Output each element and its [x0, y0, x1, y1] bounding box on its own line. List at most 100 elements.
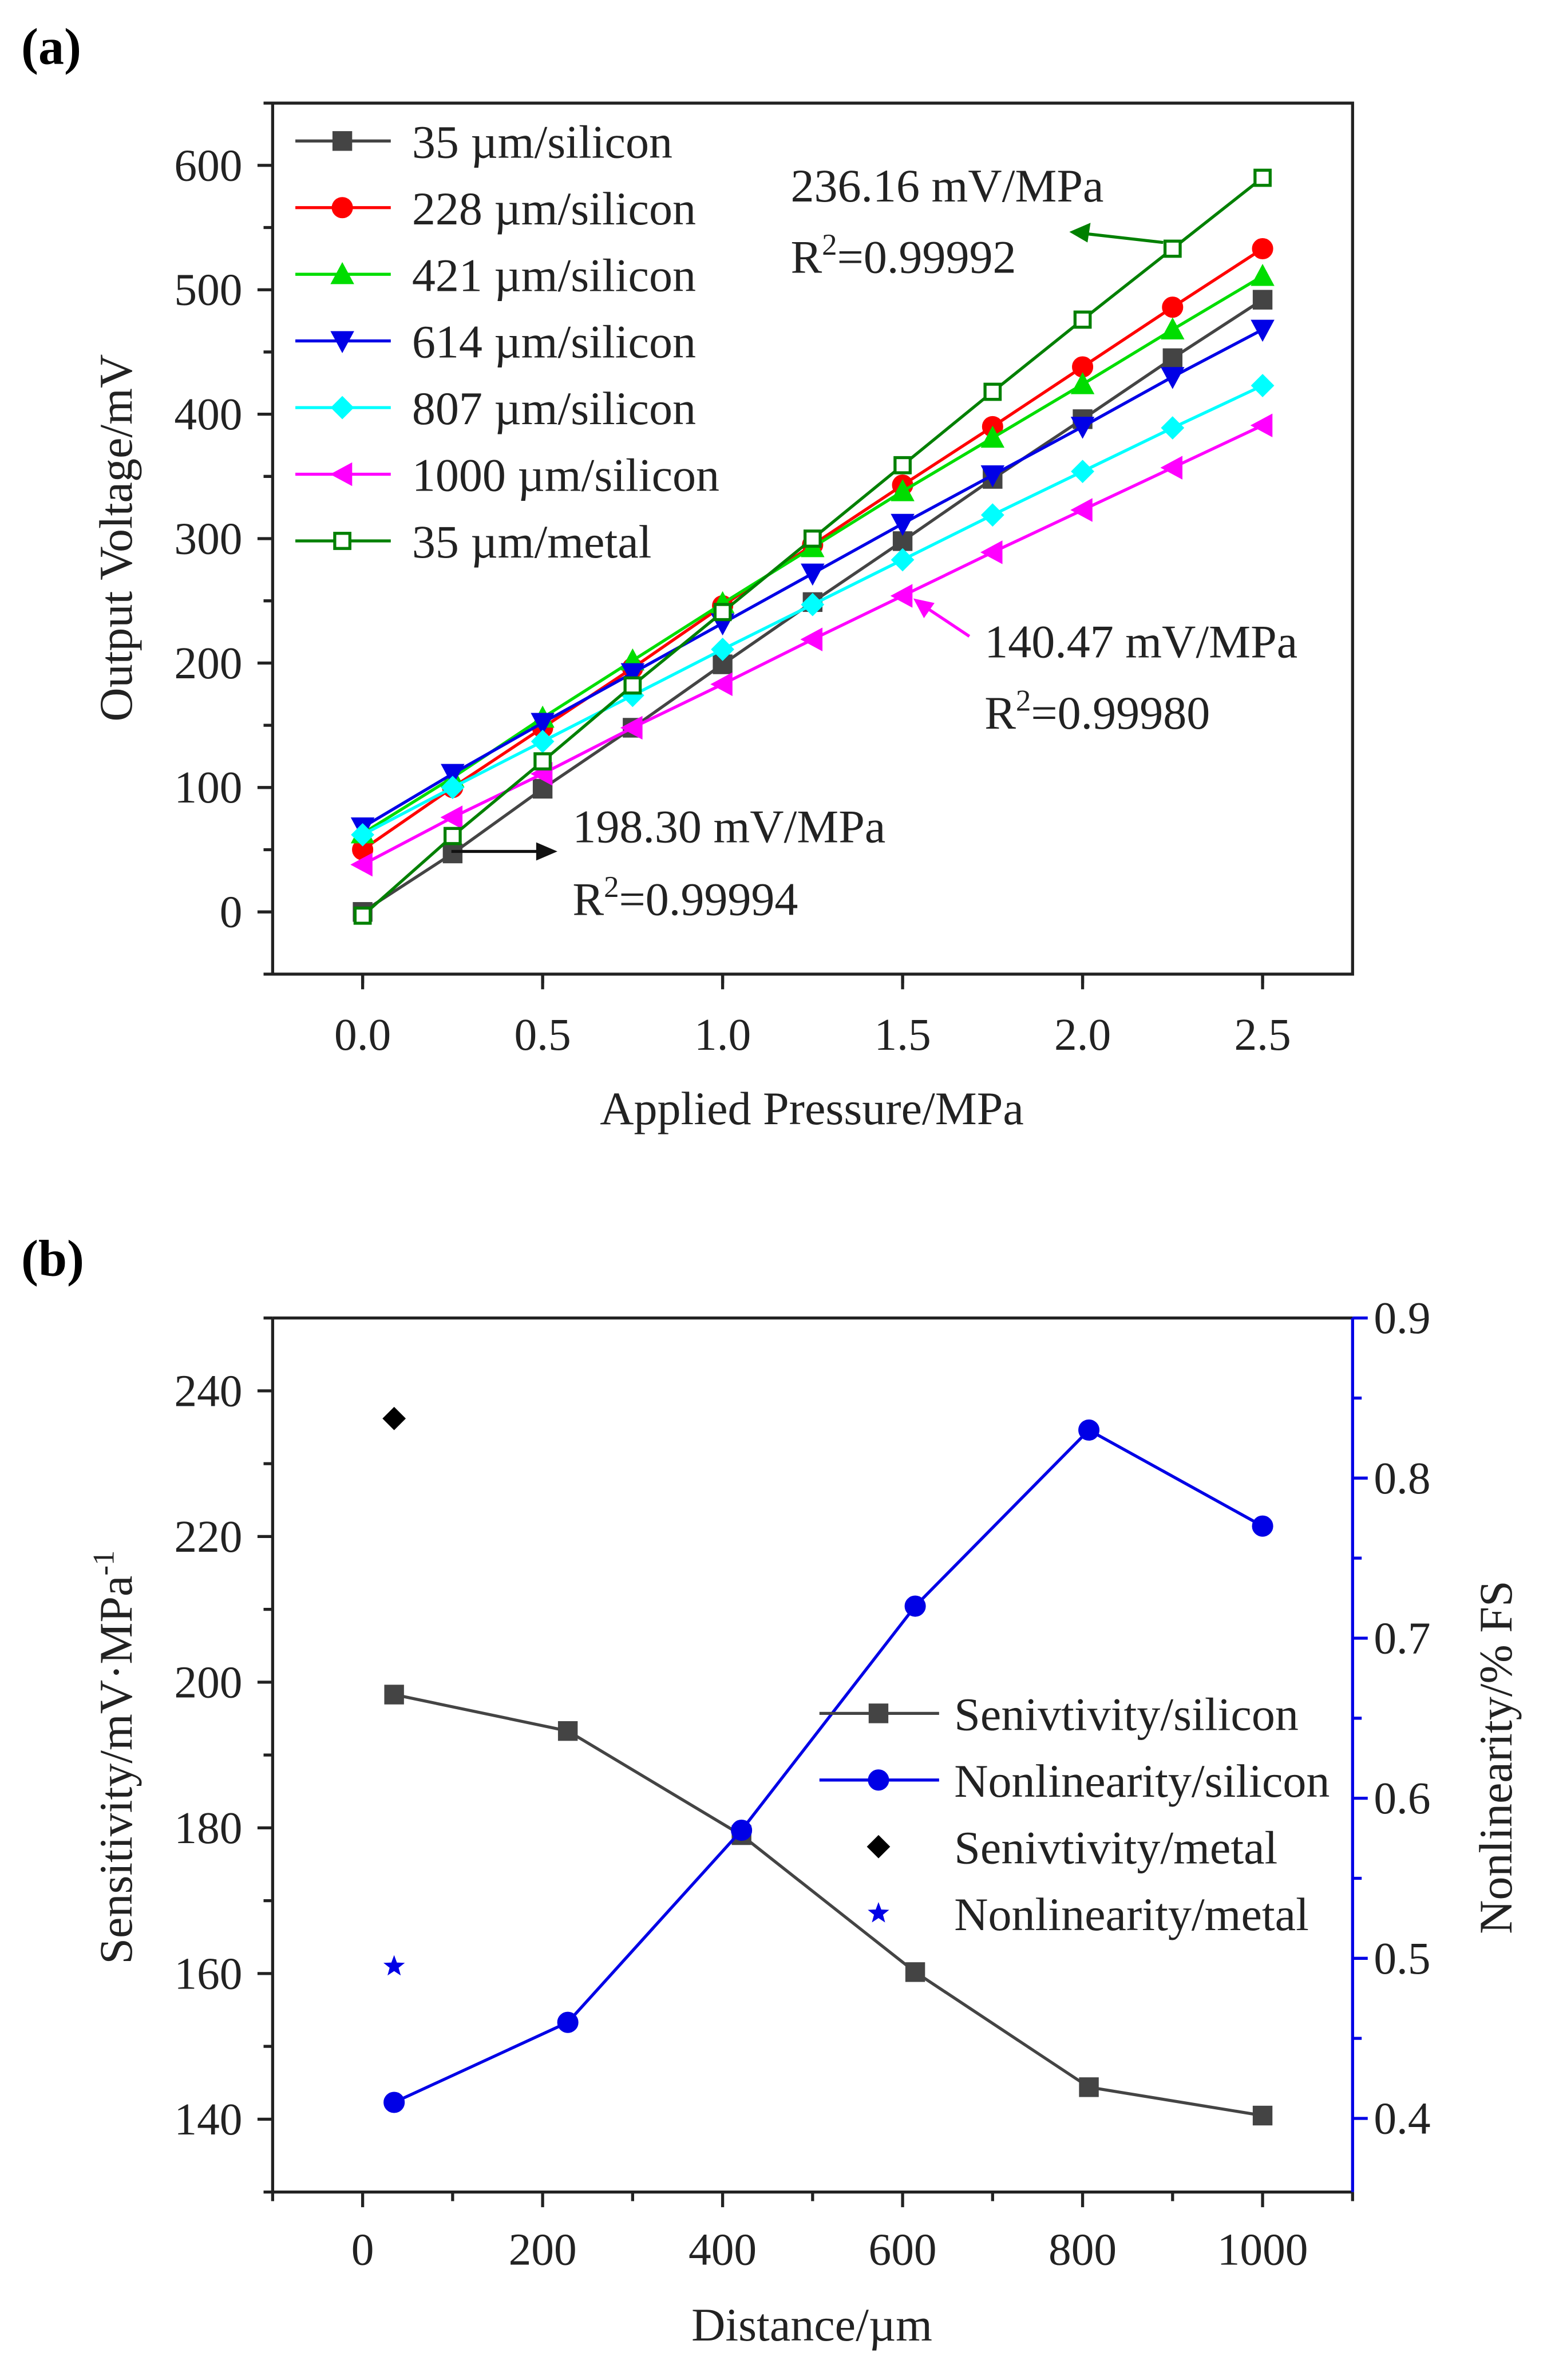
legend-marker-icon — [332, 131, 353, 151]
y-tick-label: 200 — [174, 638, 242, 689]
data-point — [890, 584, 913, 608]
data-point — [980, 425, 1005, 448]
annotation-metal-r2: R2=0.99992 — [790, 228, 1016, 283]
x-tick-label: 0.5 — [514, 1010, 571, 1060]
data-point — [442, 843, 463, 864]
data-point — [383, 2092, 405, 2113]
data-point — [531, 713, 555, 736]
legend-marker-icon — [868, 1703, 889, 1723]
data-point — [893, 456, 912, 475]
series-807-m-silicon — [351, 374, 1275, 847]
data-point — [1079, 2077, 1099, 2097]
legend-marker-icon — [333, 532, 351, 550]
legend-item: 35 µm/metal — [295, 516, 651, 568]
data-point — [1078, 1419, 1100, 1441]
data-point — [1251, 319, 1275, 342]
legend-item: 807 µm/silicon — [295, 382, 696, 434]
legend-label: 228 µm/silicon — [412, 183, 696, 235]
data-point — [1160, 456, 1183, 480]
data-point — [731, 1820, 753, 1841]
ticks-b: 0 200 400 600 800 1000 140 160 180 200 220 240 0.4 0.… — [174, 1293, 1430, 2275]
data-point — [531, 729, 555, 753]
x-tick-label: 2.5 — [1234, 1010, 1291, 1060]
data-point — [891, 548, 915, 572]
data-point — [384, 1685, 404, 1705]
y2-tick-label: 0.5 — [1374, 1934, 1430, 1984]
annotation-metal-slope: 236.16 mV/MPa — [790, 160, 1103, 212]
data-point — [905, 1962, 925, 1982]
legend-marker-icon — [868, 1902, 889, 1923]
legend-label: 421 µm/silicon — [412, 249, 696, 301]
y-tick-label: 400 — [174, 389, 242, 440]
x-tick-label: 0 — [351, 2225, 374, 2275]
legend-item: 614 µm/silicon — [295, 316, 696, 368]
data-point — [620, 663, 645, 686]
series-nonlinearity-metal — [383, 1955, 405, 1976]
panel-label-b: (b) — [21, 1231, 84, 1287]
x-tick-label: 1000 — [1217, 2225, 1308, 2275]
legend-item: Nonlinearity/metal — [868, 1888, 1309, 1940]
y2-tick-label: 0.9 — [1374, 1293, 1430, 1343]
legend-item: 1000 µm/silicon — [295, 449, 719, 501]
x-tick-label: 1.5 — [874, 1010, 931, 1060]
y2-tick-label: 0.7 — [1374, 1613, 1430, 1663]
data-point — [1161, 317, 1185, 339]
y-tick-label: 500 — [174, 265, 242, 315]
data-point — [1161, 367, 1185, 389]
x-tick-label: 600 — [869, 2225, 937, 2275]
data-point — [353, 906, 372, 925]
legend-item: Senivtivity/silicon — [819, 1688, 1299, 1740]
data-point — [1162, 348, 1183, 368]
legend-label: 35 µm/silicon — [412, 116, 672, 168]
x-tick-label: 0.0 — [334, 1010, 391, 1060]
y2-tick-label: 0.8 — [1374, 1453, 1430, 1504]
y-tick-label: 0 — [220, 887, 243, 938]
ticks-a: 0.0 0.5 1.0 1.5 2.0 2.5 0 100 200 300 400 500 600 — [174, 101, 1291, 1060]
data-point — [1070, 498, 1093, 522]
data-point — [713, 603, 732, 622]
series-a — [350, 168, 1275, 925]
data-point — [350, 852, 373, 877]
data-point — [441, 764, 465, 786]
x-tick-label: 200 — [509, 2225, 577, 2275]
legend-marker-icon — [330, 331, 354, 353]
chart-a: (a) 0.0 0.5 1.0 1.5 2.0 2.5 0 100 200 300 400 500 60… — [21, 18, 1354, 1134]
y-tick-label: 180 — [174, 1803, 242, 1853]
data-point — [801, 592, 825, 616]
y-tick-label: 240 — [174, 1366, 242, 1416]
arrow-head-icon — [1069, 223, 1091, 243]
annotation-arrow — [1082, 232, 1164, 244]
data-point — [1071, 460, 1094, 484]
y-tick-label: 220 — [174, 1512, 242, 1562]
data-point — [557, 2011, 579, 2033]
y-tick-label: 140 — [174, 2094, 242, 2145]
x-axis-label-a: Applied Pressure/MPa — [600, 1082, 1023, 1134]
legend-a: 35 µm/silicon 228 µm/silicon 421 µm/silico… — [295, 116, 719, 568]
legend-marker-icon — [330, 262, 354, 284]
data-point — [620, 715, 643, 740]
data-point — [1251, 264, 1275, 286]
annotation-arrow — [923, 604, 971, 638]
data-point — [351, 823, 375, 847]
y-tick-label: 600 — [174, 140, 242, 191]
annotation-35-silicon: 198.30 mV/MPa R2=0.99994 — [451, 801, 885, 926]
x-tick-label: 1.0 — [694, 1010, 751, 1060]
data-point — [1161, 416, 1185, 440]
data-point — [983, 382, 1002, 401]
data-point — [383, 1955, 405, 1976]
annotation-1000-r2: R2=0.99980 — [984, 684, 1210, 739]
legend-item: Senivtivity/metal — [866, 1821, 1277, 1873]
y-tick-label: 160 — [174, 1948, 242, 1999]
series-senivtivity-metal — [382, 1406, 406, 1430]
y-axis-label-b: Sensitivity/mV·MPa-1 — [87, 1551, 142, 1964]
legend-marker-icon — [868, 1769, 889, 1791]
data-point — [1252, 238, 1273, 260]
data-point — [533, 752, 552, 771]
data-point — [801, 563, 825, 586]
data-point — [1253, 168, 1272, 187]
arrow-head-icon — [913, 598, 935, 618]
annotation-metal: 236.16 mV/MPa R2=0.99992 — [790, 160, 1164, 283]
legend-marker-icon — [866, 1835, 891, 1859]
legend-label: Senivtivity/metal — [954, 1821, 1277, 1873]
